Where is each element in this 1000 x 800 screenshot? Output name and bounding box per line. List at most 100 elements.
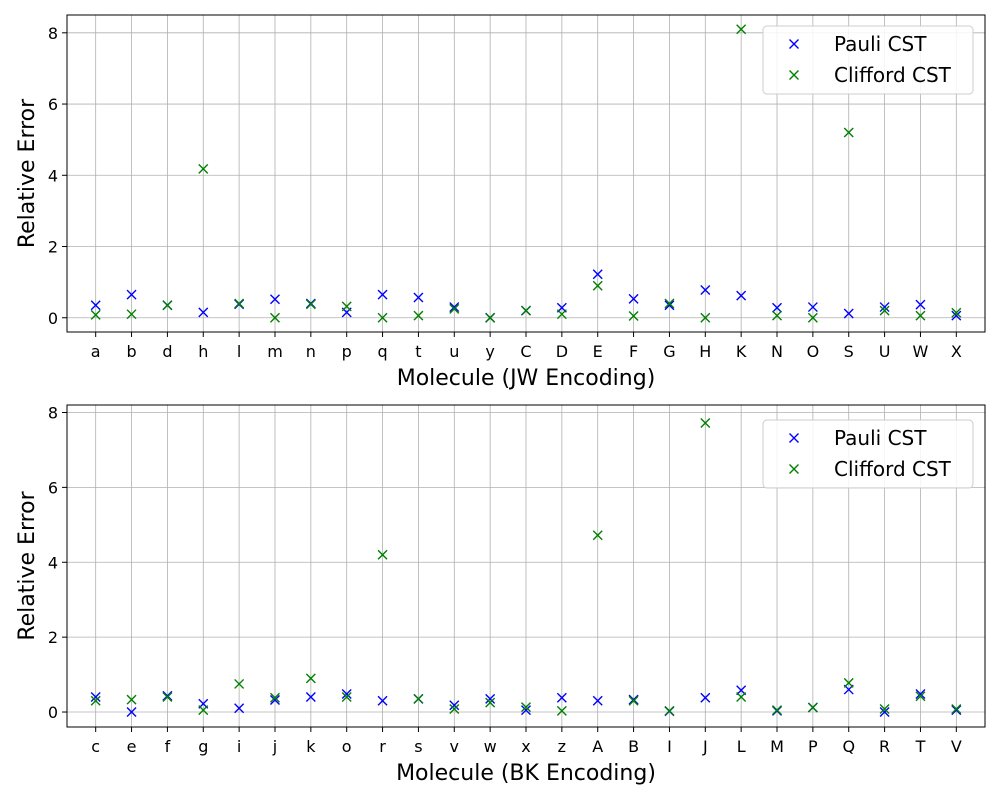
clifford-cst-point	[341, 692, 352, 703]
x-tick-label: v	[450, 737, 459, 756]
legend-label: Pauli CST	[834, 32, 927, 56]
x-tick-label: x	[521, 737, 530, 756]
y-tick-label: 8	[48, 403, 58, 422]
clifford-cst-point	[807, 312, 818, 323]
clifford-cst-point	[305, 299, 316, 310]
x-tick-label: c	[91, 737, 100, 756]
y-tick-label: 0	[48, 309, 58, 328]
pauli-cst-point	[90, 300, 101, 311]
pauli-cst-point	[341, 689, 352, 700]
x-tick-label: p	[342, 342, 352, 361]
legend-marker	[789, 70, 799, 80]
x-axis-label: Molecule (JW Encoding)	[397, 366, 656, 391]
y-tick-label: 6	[48, 478, 58, 497]
x-tick-label: X	[951, 342, 962, 361]
x-tick-label: W	[913, 342, 929, 361]
clifford-cst-point	[592, 280, 603, 291]
clifford-cst-point	[198, 705, 209, 716]
pauli-cst-point	[700, 692, 711, 703]
x-tick-label: e	[127, 737, 137, 756]
pauli-cst-point	[879, 302, 890, 313]
clifford-cst-point	[700, 312, 711, 323]
pauli-cst-point	[628, 293, 639, 304]
x-tick-label: O	[807, 342, 820, 361]
pauli-cst-point	[807, 302, 818, 313]
legend-marker	[789, 39, 799, 49]
x-tick-label: q	[377, 342, 387, 361]
x-tick-label: s	[414, 737, 422, 756]
pauli-cst-point	[413, 292, 424, 303]
clifford-cst-point	[485, 312, 496, 323]
x-tick-label: R	[879, 737, 890, 756]
clifford-cst-point	[305, 673, 316, 684]
clifford-cst-point	[126, 309, 137, 320]
x-tick-label: D	[556, 342, 568, 361]
clifford-cst-point	[269, 312, 280, 323]
pauli-cst-point	[915, 689, 926, 700]
pauli-cst-point	[449, 302, 460, 313]
x-tick-label: A	[592, 737, 603, 756]
pauli-cst-point	[700, 284, 711, 295]
clifford-cst-point	[736, 24, 747, 35]
pauli-cst-point	[126, 707, 137, 718]
x-tick-label: u	[449, 342, 459, 361]
clifford-cst-point	[951, 307, 962, 318]
clifford-cst-point	[126, 694, 137, 705]
x-tick-label: H	[699, 342, 711, 361]
pauli-cst-point	[162, 690, 173, 701]
x-tick-label: L	[737, 737, 746, 756]
pauli-cst-point	[269, 294, 280, 305]
pauli-cst-point	[556, 692, 567, 703]
clifford-cst-point	[879, 704, 890, 715]
y-tick-label: 4	[48, 166, 58, 185]
y-tick-label: 2	[48, 238, 58, 257]
chart-panel-2: c e f g i j k o r s v w x z A B I J L M P Q R T V 0 2 4 6 8 Molecule (…	[15, 403, 986, 786]
pauli-cst-point	[234, 703, 245, 714]
clifford-cst-point	[198, 163, 209, 174]
clifford-cst-point	[521, 305, 531, 316]
clifford-cst-point	[807, 702, 818, 713]
x-tick-label: z	[558, 737, 566, 756]
pauli-cst-point	[377, 289, 388, 300]
x-tick-label: Q	[842, 737, 855, 756]
clifford-cst-point	[664, 298, 675, 309]
legend-marker	[789, 433, 799, 443]
pauli-cst-point	[592, 695, 603, 706]
x-tick-label: r	[379, 737, 386, 756]
pauli-cst-point	[879, 707, 890, 718]
x-tick-label: n	[306, 342, 316, 361]
y-tick-label: 0	[48, 703, 58, 722]
pauli-cst-point	[449, 700, 460, 711]
clifford-cst-point	[772, 310, 783, 321]
clifford-cst-point	[90, 695, 101, 706]
pauli-cst-point	[772, 302, 783, 313]
clifford-cst-point	[449, 303, 460, 314]
x-tick-label: g	[198, 737, 208, 756]
x-tick-label: V	[951, 737, 962, 756]
x-tick-label: y	[485, 342, 494, 361]
clifford-cst-point	[269, 692, 280, 703]
pauli-cst-point	[90, 692, 101, 703]
clifford-cst-point	[162, 692, 173, 703]
clifford-cst-point	[341, 301, 352, 312]
x-tick-label: J	[702, 737, 708, 756]
clifford-cst-point	[413, 310, 424, 321]
clifford-cst-point	[843, 677, 854, 688]
clifford-cst-point	[915, 310, 926, 321]
clifford-cst-point	[664, 705, 675, 716]
x-tick-label: o	[342, 737, 352, 756]
clifford-cst-point	[556, 309, 567, 320]
x-tick-label: l	[237, 342, 241, 361]
x-tick-label: I	[667, 737, 672, 756]
x-tick-label: d	[162, 342, 172, 361]
clifford-cst-point	[234, 298, 245, 309]
legend-label: Clifford CST	[834, 63, 952, 87]
x-tick-label: m	[267, 342, 283, 361]
y-tick-label: 6	[48, 95, 58, 114]
pauli-cst-point	[305, 692, 316, 703]
clifford-cst-point	[413, 693, 424, 704]
x-tick-label: C	[520, 342, 531, 361]
clifford-cst-point	[879, 305, 890, 316]
pauli-cst-point	[521, 705, 531, 716]
